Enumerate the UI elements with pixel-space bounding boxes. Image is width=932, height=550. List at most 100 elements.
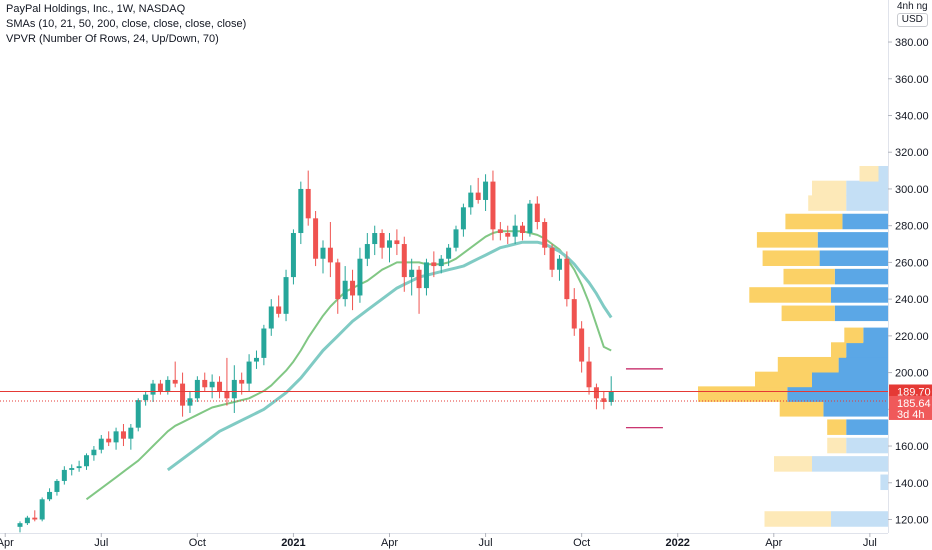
bar-countdown: 3d 4h	[897, 409, 925, 421]
vp-down-bar	[859, 165, 879, 182]
vp-down-bar	[844, 327, 864, 344]
candle-body	[209, 381, 215, 388]
candle-body	[542, 222, 548, 248]
candle-body	[468, 192, 474, 208]
vp-down-bar	[762, 250, 820, 266]
candle-body	[342, 280, 348, 300]
candle-body	[534, 203, 540, 222]
candle-body	[135, 400, 141, 428]
candle-body	[32, 517, 38, 520]
x-tick-label: 2021	[281, 537, 305, 549]
candle-body	[298, 188, 304, 234]
candle-body	[593, 387, 599, 399]
y-tick-label: 260.00	[895, 257, 929, 269]
vp-down-bar	[785, 213, 843, 230]
candle-body	[253, 357, 259, 362]
candle-body	[194, 379, 200, 399]
sma-10-line	[85, 230, 612, 501]
candle-body	[276, 306, 282, 314]
vp-up-bar	[812, 371, 888, 388]
y-tick-label: 160.00	[895, 441, 929, 453]
y-tick-label: 300.00	[895, 184, 929, 196]
price-axis[interactable]: 120.00140.00160.00180.00200.00220.00240.…	[888, 37, 932, 526]
candle-body	[497, 229, 503, 234]
time-axis[interactable]: Apr Jul Oct 2021 Apr Jul Oct 2022 Apr Jul	[0, 533, 877, 549]
vp-up-bar	[846, 419, 888, 435]
vp-up-bar	[831, 511, 888, 527]
candle-body	[84, 455, 90, 467]
symbol-title[interactable]: PayPal Holdings, Inc., 1W, NASDAQ	[6, 3, 186, 15]
vpvr-indicator-label[interactable]: VPVR (Number Of Rows, 24, Up/Down, 70)	[6, 33, 219, 45]
candle-body	[357, 258, 363, 296]
sma-indicator-label[interactable]: SMAs (10, 21, 50, 200, close, close, clo…	[6, 18, 247, 30]
candle-body	[446, 247, 452, 259]
vp-up-bar	[834, 268, 888, 285]
candle-body	[394, 240, 400, 245]
x-tick-label: Oct	[189, 537, 206, 549]
vp-down-bar	[698, 386, 788, 402]
vp-up-bar	[842, 213, 888, 230]
candle-body	[239, 379, 245, 384]
vp-down-bar	[756, 232, 818, 248]
y-tick-label: 240.00	[895, 294, 929, 306]
candle-body	[431, 262, 437, 267]
candle-body	[128, 427, 134, 439]
current-price-badge	[889, 395, 932, 420]
vp-up-bar	[878, 165, 888, 182]
vp-up-bar	[812, 456, 888, 472]
candle-body	[571, 299, 577, 329]
y-tick-label: 200.00	[895, 368, 929, 380]
y-tick-label: 140.00	[895, 478, 929, 490]
candle-body	[327, 247, 333, 263]
vp-up-bar	[880, 474, 888, 491]
candle-body	[47, 491, 53, 500]
candle-body	[305, 188, 311, 219]
candle-body	[268, 306, 274, 329]
candle-body	[202, 379, 208, 388]
vp-down-bar	[781, 305, 835, 322]
candle-body	[512, 225, 518, 237]
candle-body	[290, 233, 296, 278]
candle-body	[483, 181, 489, 200]
sma-21-line	[166, 240, 613, 472]
candle-body	[39, 499, 45, 520]
chart-grid	[0, 0, 889, 534]
vp-up-bar	[846, 437, 888, 454]
candle-body	[150, 383, 156, 395]
candle-body	[98, 438, 104, 450]
candle-body	[556, 258, 562, 270]
candle-body	[17, 523, 23, 527]
vp-up-bar	[838, 356, 888, 373]
x-tick-label: 2022	[665, 537, 689, 549]
candle-body	[165, 379, 171, 391]
vp-up-bar	[817, 232, 888, 248]
vp-down-bar	[774, 456, 812, 472]
vp-down-bar	[812, 180, 847, 197]
candle-body	[416, 269, 422, 289]
price-unit[interactable]: 4nh ng USD	[897, 2, 928, 27]
candle-body	[143, 394, 149, 401]
candle-body	[601, 398, 607, 402]
vp-down-bar	[827, 437, 847, 454]
candle-body	[579, 328, 585, 362]
chart-legend: PayPal Holdings, Inc., 1W, NASDAQ SMAs (…	[6, 2, 246, 47]
candle-body	[69, 468, 75, 470]
candle-body	[475, 192, 481, 200]
vp-down-bar	[827, 419, 847, 435]
candle-body	[364, 244, 370, 259]
vp-down-bar	[749, 287, 831, 303]
candle-body	[401, 244, 407, 278]
candle-body	[320, 247, 326, 259]
x-tick-label: Oct	[573, 537, 590, 549]
y-tick-label: 380.00	[895, 37, 929, 49]
candle-body	[54, 480, 60, 492]
candle-body	[187, 398, 193, 406]
vp-up-bar	[787, 386, 888, 402]
current-price-value: 185.64	[897, 398, 931, 410]
y-tick-label: 360.00	[895, 74, 929, 86]
candle-body	[261, 328, 267, 358]
candle-body	[76, 466, 82, 469]
candle-body	[231, 379, 237, 399]
x-tick-label: Apr	[765, 537, 782, 549]
